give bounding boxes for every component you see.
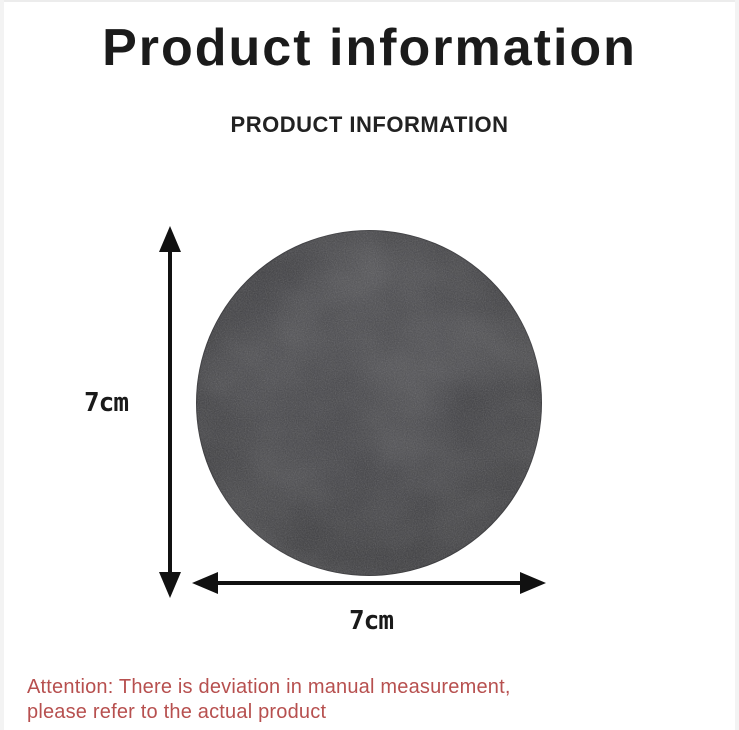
horizontal-dimension-arrow-icon — [192, 572, 546, 594]
page-edge-left — [0, 0, 4, 730]
attention-note: Attention: There is deviation in manual … — [27, 675, 511, 725]
vertical-dimension-arrow-icon — [159, 226, 181, 598]
page-subtitle: PRODUCT INFORMATION — [230, 112, 509, 137]
product-photo — [196, 230, 542, 576]
page-title: Product information — [102, 19, 637, 77]
attention-note-line2: please refer to the actual product — [27, 701, 327, 723]
page-edge-top — [0, 0, 739, 2]
page-edge-right — [735, 0, 739, 730]
vertical-dimension-label: 7cm — [84, 388, 129, 418]
attention-note-line1: Attention: There is deviation in manual … — [27, 676, 511, 698]
horizontal-dimension-label: 7cm — [349, 606, 394, 636]
